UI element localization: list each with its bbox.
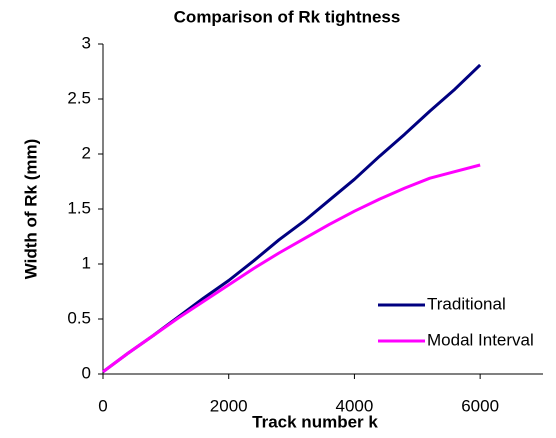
x-tick-label: 4000 — [336, 396, 374, 415]
y-tick-label: 1.5 — [67, 198, 91, 217]
y-tick-label: 2 — [82, 143, 91, 162]
y-tick-label: 0.5 — [67, 308, 91, 327]
x-axis-label: Track number k — [252, 412, 378, 431]
legend-label: Traditional — [427, 294, 506, 313]
y-tick-label: 3 — [82, 33, 91, 52]
line-series — [102, 63, 482, 374]
chart-title: Comparison of Rk tightness — [174, 7, 401, 26]
x-tick-label: 0 — [98, 396, 107, 415]
x-tick-label: 2000 — [210, 396, 248, 415]
y-tick-label: 1 — [82, 253, 91, 272]
y-axis-label: Width of Rk (mm) — [21, 139, 40, 280]
y-tick-label: 0 — [82, 363, 91, 382]
line-series — [102, 163, 481, 374]
x-tick-label: 6000 — [461, 396, 499, 415]
y-tick-label: 2.5 — [67, 88, 91, 107]
legend-label: Modal Interval — [427, 330, 534, 349]
